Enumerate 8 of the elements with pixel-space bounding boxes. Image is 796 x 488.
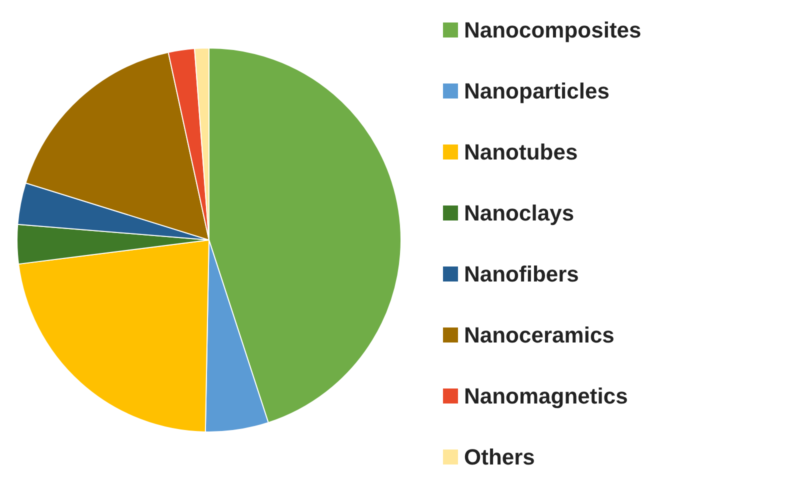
legend-label: Nanoceramics [464, 322, 614, 348]
legend-label: Nanocomposites [464, 18, 642, 42]
legend-label: Nanoparticles [464, 78, 610, 104]
legend-label: Nanomagnetics [464, 384, 628, 408]
legend-label: Nanotubes [464, 140, 578, 164]
legend-label: Nanofibers [464, 262, 579, 286]
legend-label: Nanoclays [464, 200, 574, 226]
legend-label: Others [464, 444, 535, 470]
